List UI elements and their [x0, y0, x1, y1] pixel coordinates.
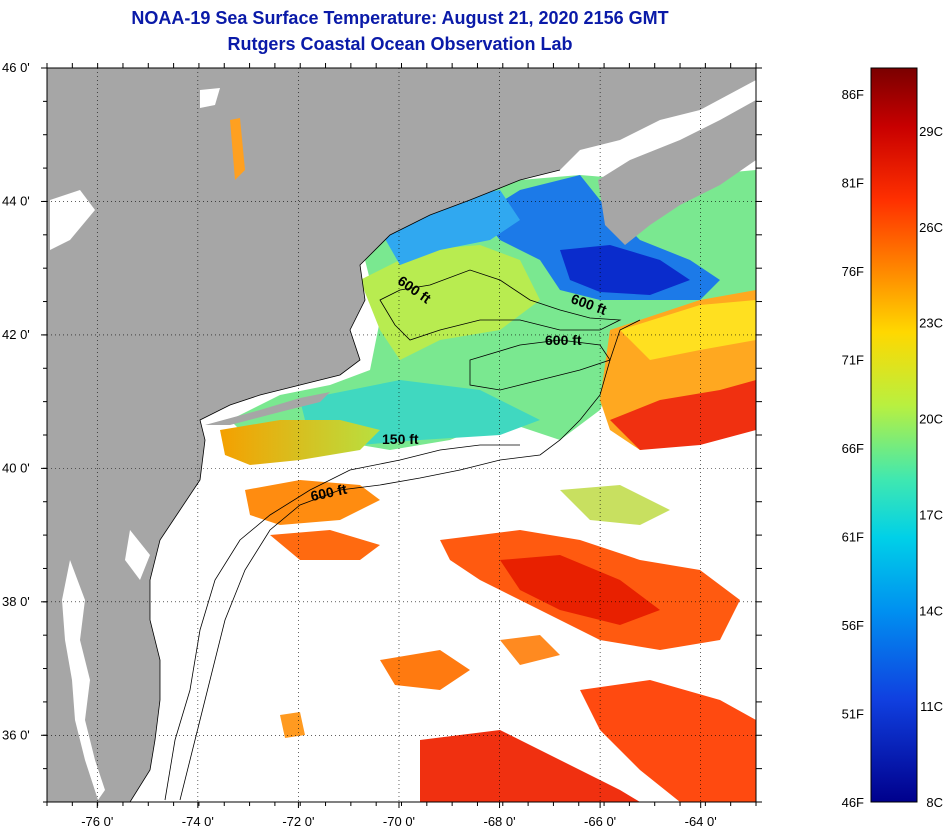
offshore-greenish: [560, 485, 670, 525]
land-nova-scotia: [598, 100, 756, 245]
southern-warm-patch-3: [580, 680, 756, 802]
colorbar-celsius-label: 20C: [919, 412, 943, 427]
longitude-label: -70 0': [383, 814, 415, 829]
colorbar: [870, 67, 918, 803]
colorbar-celsius-label: 11C: [920, 699, 943, 714]
latitude-label: 44 0': [2, 193, 30, 208]
title-line-2: Rutgers Coastal Ocean Observation Lab: [227, 34, 573, 54]
colorbar-celsius-labels: 29C 26C 23C 20C 17C 14C 11C 8C: [919, 124, 943, 810]
colorbar-fahrenheit-label: 76F: [842, 264, 864, 279]
southern-warm-patch-1: [380, 650, 470, 690]
colorbar-fahrenheit-label: 71F: [842, 353, 864, 368]
chesapeake-bay: [62, 560, 105, 800]
cold-water-core: [560, 245, 690, 295]
graticule: [41, 63, 762, 808]
colorbar-fahrenheit-label: 61F: [842, 530, 864, 545]
lake-patch-2: [200, 88, 220, 108]
offshore-warm-patch-inner: [500, 555, 660, 625]
shelf-water-yellowgreen: [360, 245, 540, 360]
southern-warm-patch-2: [420, 730, 640, 802]
southern-warm-patch-5: [500, 635, 560, 665]
colorbar-celsius-label: 14C: [919, 603, 943, 618]
land-north-america: [47, 68, 756, 802]
latitude-label: 40 0': [2, 460, 30, 475]
longitude-label: -64 0': [685, 814, 717, 829]
coastline: [129, 169, 561, 802]
longitude-label: -68 0': [483, 814, 515, 829]
colorbar-fahrenheit-label: 86F: [842, 87, 864, 102]
warm-yellow-band: [620, 300, 756, 360]
colorbar-celsius-label: 17C: [919, 507, 943, 522]
isobath-georges-bank: [469, 339, 611, 391]
title-line-1: NOAA-19 Sea Surface Temperature: August …: [131, 8, 669, 28]
southern-warm-patch-4: [280, 712, 305, 738]
latitude-labels: 46 0' 44 0' 42 0' 40 0' 38 0' 36 0': [2, 60, 30, 742]
colorbar-celsius-label: 29C: [919, 124, 943, 139]
colorbar-fahrenheit-label: 51F: [842, 707, 864, 722]
warm-patch-midshelf: [270, 530, 380, 560]
colorbar-fahrenheit-label: 81F: [842, 176, 864, 191]
colorbar-fahrenheit-label: 56F: [842, 618, 864, 633]
colorbar-fahrenheit-label: 66F: [842, 441, 864, 456]
longitude-label: -72 0': [282, 814, 314, 829]
cold-water-cyan: [380, 190, 520, 265]
colorbar-celsius-label: 8C: [926, 795, 943, 810]
delaware-bay: [125, 530, 150, 580]
latitude-label: 36 0': [2, 727, 30, 742]
lake-patch-3: [230, 118, 245, 180]
gulf-stream-warm-core: [610, 380, 756, 450]
colorbar-celsius-label: 23C: [919, 316, 943, 331]
contour-label-600ft-3: 600 ft: [545, 332, 582, 348]
latitude-label: 42 0': [2, 327, 30, 342]
warm-shelf-nj: [220, 420, 380, 465]
land-long-island: [205, 392, 330, 425]
longitude-label: -66 0': [584, 814, 616, 829]
colorbar-fahrenheit-labels: 86F 81F 76F 71F 66F 61F 56F 51F 46F: [842, 87, 864, 810]
map-area: [47, 68, 756, 802]
lake-patch-1: [50, 190, 95, 250]
warm-patch-south: [245, 480, 380, 525]
colorbar-fahrenheit-label: 46F: [842, 795, 864, 810]
contour-label-600ft-4: 600 ft: [309, 481, 348, 504]
longitude-label: -76 0': [81, 814, 113, 829]
longitude-label: -74 0': [182, 814, 214, 829]
latitude-label: 38 0': [2, 594, 30, 609]
isobath-gulf-of-maine: [379, 269, 622, 341]
isobath-600ft: [179, 319, 641, 801]
longitude-labels: -76 0' -74 0' -72 0' -70 0' -68 0' -66 0' -64 …: [81, 814, 717, 829]
colorbar-celsius-label: 26C: [919, 220, 943, 235]
isobath-150ft: [164, 444, 520, 801]
latitude-label: 46 0': [2, 60, 30, 75]
contour-label-150ft: 150 ft: [382, 431, 419, 447]
